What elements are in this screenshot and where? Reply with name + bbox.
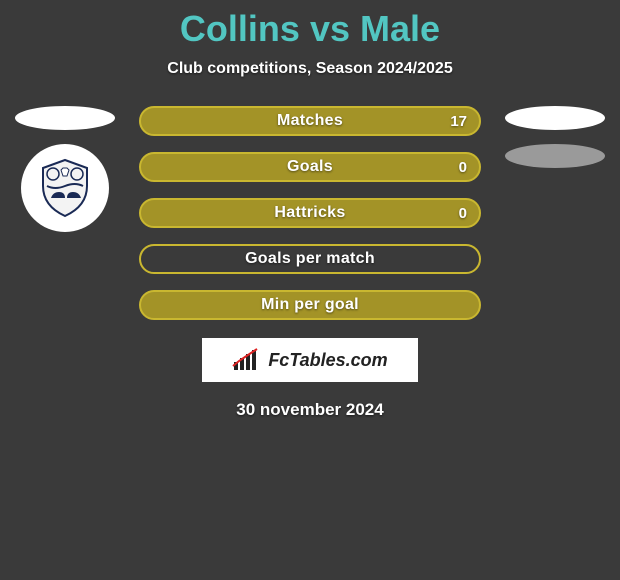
- player2-name: Male: [360, 8, 440, 49]
- stat-bar-hattricks: Hattricks 0: [139, 198, 481, 228]
- vs-separator: vs: [310, 8, 350, 49]
- subtitle: Club competitions, Season 2024/2025: [0, 60, 620, 78]
- stat-label: Min per goal: [261, 296, 359, 314]
- stat-bar-goals-per-match: Goals per match: [139, 244, 481, 274]
- right-player-column: [500, 106, 610, 182]
- bar-chart-icon: [232, 348, 264, 372]
- brand-logo-box[interactable]: FcTables.com: [202, 338, 418, 382]
- content-region: Matches 17 Goals 0 Hattricks 0 Goals per…: [0, 106, 620, 420]
- stat-label: Goals: [287, 158, 333, 176]
- comparison-title: Collins vs Male: [0, 0, 620, 50]
- stat-bar-matches: Matches 17: [139, 106, 481, 136]
- stat-value: 0: [459, 205, 467, 222]
- snapshot-date: 30 november 2024: [0, 400, 620, 420]
- player2-photo-placeholder: [505, 106, 605, 130]
- player1-club-badge: [21, 144, 109, 232]
- stat-label: Hattricks: [274, 204, 345, 222]
- stat-label: Goals per match: [245, 250, 375, 268]
- stat-bar-min-per-goal: Min per goal: [139, 290, 481, 320]
- stat-bars: Matches 17 Goals 0 Hattricks 0 Goals per…: [139, 106, 481, 320]
- stat-value: 17: [450, 113, 467, 130]
- player2-club-placeholder: [505, 144, 605, 168]
- brand-name: FcTables.com: [268, 350, 387, 371]
- left-player-column: [10, 106, 120, 232]
- stat-label: Matches: [277, 112, 343, 130]
- player1-name: Collins: [180, 8, 300, 49]
- club-crest-icon: [33, 156, 97, 220]
- player1-photo-placeholder: [15, 106, 115, 130]
- stat-value: 0: [459, 159, 467, 176]
- stat-bar-goals: Goals 0: [139, 152, 481, 182]
